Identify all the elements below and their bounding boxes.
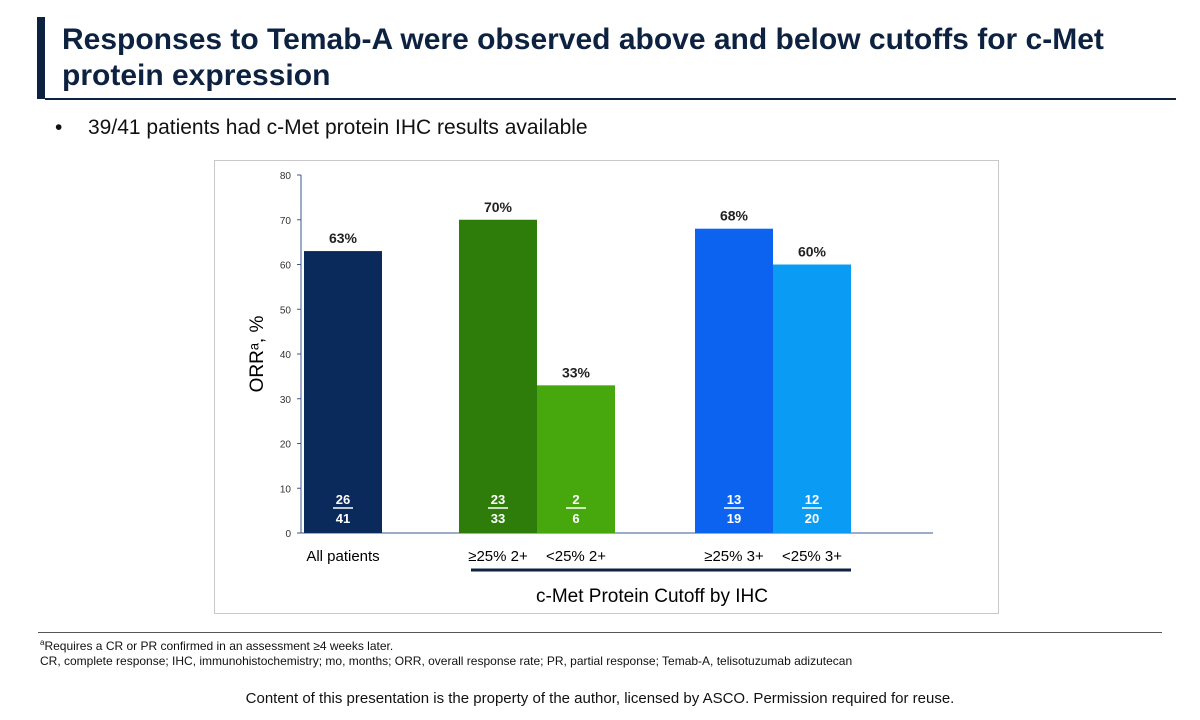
bullet-point: • 39/41 patients had c-Met protein IHC re… [55, 116, 588, 140]
bar-4 [695, 228, 773, 533]
slide-title: Responses to Temab-A were observed above… [62, 23, 1104, 92]
fraction-numerator: 23 [491, 492, 505, 507]
y-tick-label: 70 [280, 216, 292, 227]
fraction-numerator: 2 [572, 492, 579, 507]
bar-value-label: 60% [798, 244, 827, 260]
footnote-divider [38, 632, 1162, 633]
y-tick-label: 0 [285, 529, 291, 540]
fraction-denominator: 41 [336, 511, 350, 526]
chart-axes: 0 10 20 30 40 50 60 70 80 ORRᵃ, % c-Met Protein Cu… [247, 171, 933, 607]
footnote-a-text: Requires a CR or PR confirmed in an asse… [44, 639, 394, 653]
fraction-denominator: 6 [572, 511, 579, 526]
chart-frame: 0 10 20 30 40 50 60 70 80 ORRᵃ, % c-Met Protein Cu… [214, 160, 999, 614]
y-axis-label: ORRᵃ, % [247, 316, 268, 393]
y-tick-label: 50 [280, 305, 292, 316]
bar-1 [304, 251, 382, 533]
bar-value-label: 33% [562, 364, 591, 380]
y-tick-label: 40 [280, 350, 292, 361]
bullet-text: 39/41 patients had c-Met protein IHC res… [88, 116, 588, 139]
bullet-marker: • [55, 116, 63, 139]
y-tick-label: 60 [280, 261, 292, 272]
fraction-numerator: 26 [336, 492, 350, 507]
bar-2 [459, 219, 537, 533]
x-axis-label: c-Met Protein Cutoff by IHC [536, 586, 768, 607]
bar-value-label: 68% [720, 208, 749, 224]
category-label: ≥25% 3+ [704, 548, 764, 565]
bar-value-label: 63% [329, 230, 358, 246]
y-tick-label: 10 [280, 484, 292, 495]
category-label: All patients [306, 548, 379, 565]
bar-value-label: 70% [484, 199, 513, 215]
footnote-abbreviations: CR, complete response; IHC, immunohistoc… [40, 654, 853, 668]
copyright-notice: Content of this presentation is the prop… [245, 690, 955, 707]
y-tick-label: 30 [280, 395, 292, 406]
y-tick-label: 20 [280, 440, 292, 451]
fraction-numerator: 12 [805, 492, 819, 507]
fraction-numerator: 13 [727, 492, 741, 507]
bar-5 [773, 264, 851, 533]
category-label: ≥25% 2+ [468, 548, 528, 565]
footnote-a: aRequires a CR or PR confirmed in an ass… [40, 638, 393, 653]
footnote-superscript: a [40, 638, 45, 647]
category-label: <25% 3+ [782, 548, 842, 565]
title-divider [45, 98, 1176, 100]
fraction-denominator: 33 [491, 511, 505, 526]
fraction-denominator: 19 [727, 511, 741, 526]
orr-bar-chart: 0 10 20 30 40 50 60 70 80 ORRᵃ, % c-Met Protein Cu… [247, 171, 933, 607]
title-accent-bar [37, 17, 45, 99]
category-label: <25% 2+ [546, 548, 606, 565]
y-tick-label: 80 [280, 171, 292, 182]
fraction-denominator: 20 [805, 511, 819, 526]
